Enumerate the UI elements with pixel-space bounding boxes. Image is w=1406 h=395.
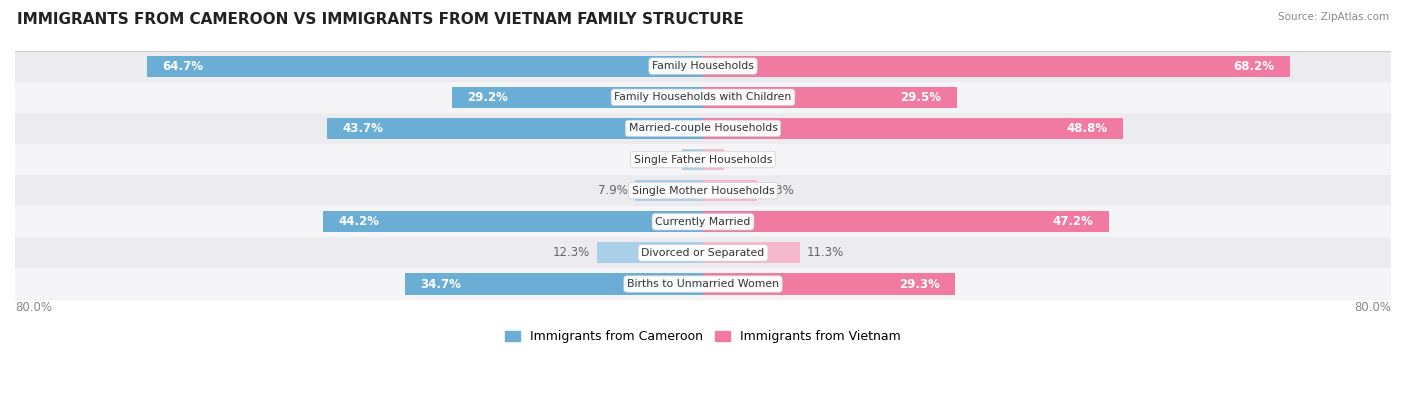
Text: 11.3%: 11.3% [807, 246, 845, 260]
Text: Family Households with Children: Family Households with Children [614, 92, 792, 102]
Text: 34.7%: 34.7% [420, 278, 461, 290]
Bar [323, 211, 703, 232]
Text: Single Mother Households: Single Mother Households [631, 186, 775, 196]
Text: IMMIGRANTS FROM CAMEROON VS IMMIGRANTS FROM VIETNAM FAMILY STRUCTURE: IMMIGRANTS FROM CAMEROON VS IMMIGRANTS F… [17, 12, 744, 27]
Text: Married-couple Households: Married-couple Households [628, 123, 778, 134]
Bar [15, 144, 1391, 175]
Bar [703, 211, 1109, 232]
Text: Source: ZipAtlas.com: Source: ZipAtlas.com [1278, 12, 1389, 22]
Text: 80.0%: 80.0% [1354, 301, 1391, 314]
Text: 68.2%: 68.2% [1233, 60, 1274, 73]
Text: Currently Married: Currently Married [655, 217, 751, 227]
Bar [703, 242, 800, 263]
Text: 64.7%: 64.7% [162, 60, 202, 73]
Bar [146, 56, 703, 77]
Text: 2.5%: 2.5% [645, 153, 675, 166]
Text: Divorced or Separated: Divorced or Separated [641, 248, 765, 258]
Text: 2.4%: 2.4% [731, 153, 761, 166]
Bar [598, 242, 703, 263]
Bar [328, 118, 703, 139]
Text: 43.7%: 43.7% [343, 122, 384, 135]
Bar [15, 206, 1391, 237]
Bar [636, 180, 703, 201]
Legend: Immigrants from Cameroon, Immigrants from Vietnam: Immigrants from Cameroon, Immigrants fro… [501, 325, 905, 348]
Text: Births to Unmarried Women: Births to Unmarried Women [627, 279, 779, 289]
Bar [15, 82, 1391, 113]
Bar [703, 87, 956, 108]
Bar [15, 175, 1391, 206]
Text: 29.3%: 29.3% [898, 278, 939, 290]
Bar [15, 113, 1391, 144]
Bar [405, 273, 703, 295]
Text: Family Households: Family Households [652, 61, 754, 71]
Bar [703, 118, 1122, 139]
Text: 12.3%: 12.3% [553, 246, 591, 260]
Bar [15, 51, 1391, 82]
Text: 29.2%: 29.2% [467, 91, 508, 104]
Text: 44.2%: 44.2% [339, 215, 380, 228]
Bar [703, 149, 724, 170]
Bar [703, 56, 1289, 77]
Bar [703, 273, 955, 295]
Text: 7.9%: 7.9% [599, 184, 628, 197]
Bar [451, 87, 703, 108]
Bar [15, 269, 1391, 299]
Text: 29.5%: 29.5% [900, 91, 941, 104]
Text: 48.8%: 48.8% [1066, 122, 1107, 135]
Text: 47.2%: 47.2% [1053, 215, 1094, 228]
Text: 6.3%: 6.3% [763, 184, 794, 197]
Text: 80.0%: 80.0% [15, 301, 52, 314]
Bar [15, 237, 1391, 269]
Text: Single Father Households: Single Father Households [634, 154, 772, 164]
Bar [703, 180, 758, 201]
Bar [682, 149, 703, 170]
